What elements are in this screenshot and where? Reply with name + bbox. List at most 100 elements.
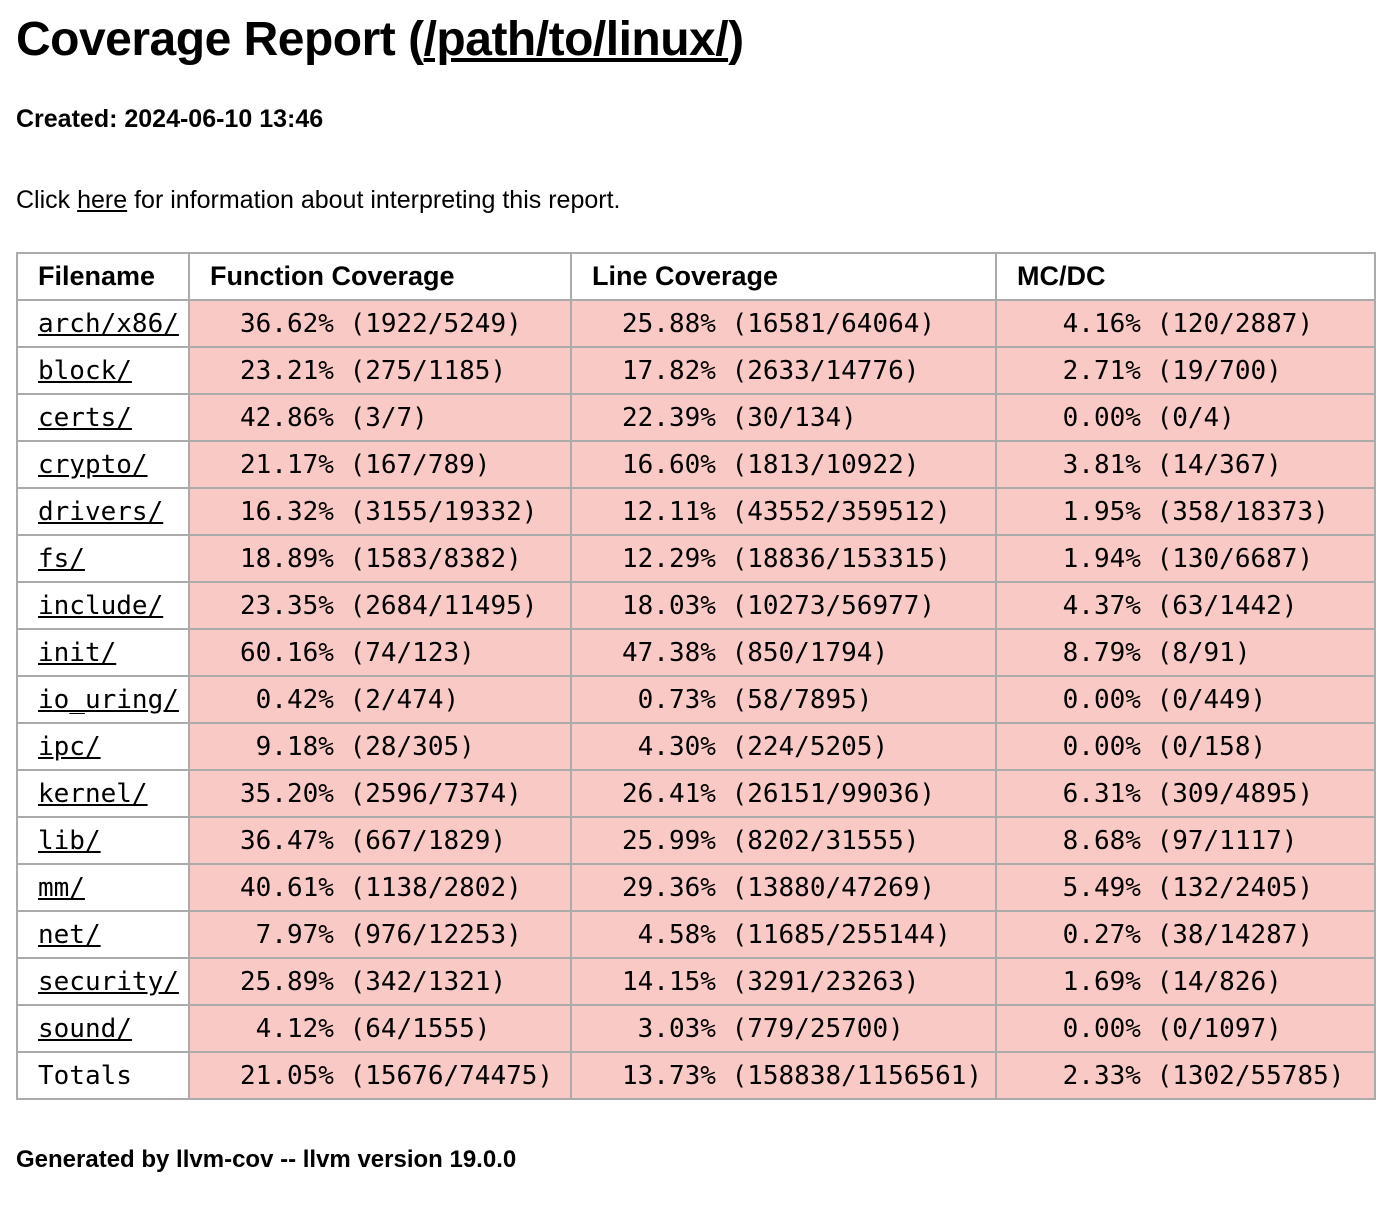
function-coverage-cell: 23.35% (2684/11495) — [188, 581, 572, 631]
line-coverage-cell: 26.41% (26151/99036) — [570, 769, 997, 819]
table-row: mm/ 40.61% (1138/2802) 29.36% (13880/472… — [16, 863, 1376, 913]
line-coverage-cell: 12.11% (43552/359512) — [570, 487, 997, 537]
line-coverage-cell: 4.58% (11685/255144) — [570, 910, 997, 960]
filename-cell: crypto/ — [16, 440, 190, 490]
mcdc-cell: 0.00% (0/158) — [995, 722, 1376, 772]
table-row: include/ 23.35% (2684/11495) 18.03% (102… — [16, 581, 1376, 631]
function-coverage-cell: 35.20% (2596/7374) — [188, 769, 572, 819]
totals-label-cell: Totals — [16, 1051, 190, 1101]
mcdc-cell: 3.81% (14/367) — [995, 440, 1376, 490]
line-coverage-cell: 16.60% (1813/10922) — [570, 440, 997, 490]
line-coverage-cell: 25.88% (16581/64064) — [570, 299, 997, 349]
line-coverage-cell: 14.15% (3291/23263) — [570, 957, 997, 1007]
mcdc-cell: 1.95% (358/18373) — [995, 487, 1376, 537]
line-coverage-cell: 29.36% (13880/47269) — [570, 863, 997, 913]
page-title: Coverage Report (/path/to/linux/) — [16, 12, 1386, 67]
mcdc-cell: 0.00% (0/449) — [995, 675, 1376, 725]
function-coverage-cell: 42.86% (3/7) — [188, 393, 572, 443]
filename-cell: init/ — [16, 628, 190, 678]
function-coverage-cell: 36.62% (1922/5249) — [188, 299, 572, 349]
file-link[interactable]: mm/ — [38, 872, 85, 903]
function-coverage-cell: 21.05% (15676/74475) — [188, 1051, 572, 1101]
filename-cell: arch/x86/ — [16, 299, 190, 349]
table-row: fs/ 18.89% (1583/8382) 12.29% (18836/153… — [16, 534, 1376, 584]
column-header-mcdc: MC/DC — [995, 252, 1376, 302]
line-coverage-cell: 12.29% (18836/153315) — [570, 534, 997, 584]
table-row: io_uring/ 0.42% (2/474) 0.73% (58/7895) … — [16, 675, 1376, 725]
filename-cell: include/ — [16, 581, 190, 631]
filename-cell: net/ — [16, 910, 190, 960]
table-row: ipc/ 9.18% (28/305) 4.30% (224/5205) 0.0… — [16, 722, 1376, 772]
table-row: block/ 23.21% (275/1185) 17.82% (2633/14… — [16, 346, 1376, 396]
line-coverage-cell: 0.73% (58/7895) — [570, 675, 997, 725]
column-header-line-coverage: Line Coverage — [570, 252, 997, 302]
file-link[interactable]: ipc/ — [38, 731, 101, 762]
file-link[interactable]: sound/ — [38, 1013, 132, 1044]
file-link[interactable]: io_uring/ — [38, 684, 179, 715]
mcdc-cell: 4.37% (63/1442) — [995, 581, 1376, 631]
mcdc-cell: 1.69% (14/826) — [995, 957, 1376, 1007]
table-row: drivers/ 16.32% (3155/19332) 12.11% (435… — [16, 487, 1376, 537]
file-link[interactable]: kernel/ — [38, 778, 148, 809]
column-header-filename: Filename — [16, 252, 190, 302]
line-coverage-cell: 47.38% (850/1794) — [570, 628, 997, 678]
column-header-function-coverage: Function Coverage — [188, 252, 572, 302]
table-row: crypto/ 21.17% (167/789) 16.60% (1813/10… — [16, 440, 1376, 490]
info-text-pre: Click — [16, 186, 78, 215]
filename-cell: io_uring/ — [16, 675, 190, 725]
filename-cell: security/ — [16, 957, 190, 1007]
footer-note: Generated by llvm-cov -- llvm version 19… — [16, 1146, 517, 1174]
header-row: Filename Function Coverage Line Coverage… — [16, 252, 1376, 302]
created-timestamp: Created: 2024-06-10 13:46 — [16, 105, 324, 134]
filename-cell: block/ — [16, 346, 190, 396]
table-row: lib/ 36.47% (667/1829) 25.99% (8202/3155… — [16, 816, 1376, 866]
mcdc-cell: 2.71% (19/700) — [995, 346, 1376, 396]
file-link[interactable]: crypto/ — [38, 449, 148, 480]
table-row: certs/ 42.86% (3/7) 22.39% (30/134) 0.00… — [16, 393, 1376, 443]
function-coverage-cell: 40.61% (1138/2802) — [188, 863, 572, 913]
mcdc-cell: 4.16% (120/2887) — [995, 299, 1376, 349]
file-link[interactable]: arch/x86/ — [38, 308, 179, 339]
file-link[interactable]: include/ — [38, 590, 164, 621]
line-coverage-cell: 4.30% (224/5205) — [570, 722, 997, 772]
file-link[interactable]: drivers/ — [38, 496, 164, 527]
info-line: Click here for information about interpr… — [16, 186, 1386, 215]
table-row: security/ 25.89% (342/1321) 14.15% (3291… — [16, 957, 1376, 1007]
filename-cell: fs/ — [16, 534, 190, 584]
mcdc-cell: 0.27% (38/14287) — [995, 910, 1376, 960]
line-coverage-cell: 13.73% (158838/1156561) — [570, 1051, 997, 1101]
coverage-table: Filename Function Coverage Line Coverage… — [16, 252, 1376, 1101]
filename-cell: kernel/ — [16, 769, 190, 819]
function-coverage-cell: 7.97% (976/12253) — [188, 910, 572, 960]
line-coverage-cell: 22.39% (30/134) — [570, 393, 997, 443]
report-root-link[interactable]: /path/to/linux/ — [423, 13, 729, 66]
line-coverage-cell: 25.99% (8202/31555) — [570, 816, 997, 866]
file-link[interactable]: init/ — [38, 637, 117, 668]
function-coverage-cell: 4.12% (64/1555) — [188, 1004, 572, 1054]
file-link[interactable]: net/ — [38, 919, 101, 950]
function-coverage-cell: 21.17% (167/789) — [188, 440, 572, 490]
mcdc-cell: 0.00% (0/4) — [995, 393, 1376, 443]
file-link[interactable]: fs/ — [38, 543, 85, 574]
file-link[interactable]: block/ — [38, 355, 132, 386]
filename-cell: drivers/ — [16, 487, 190, 537]
mcdc-cell: 8.79% (8/91) — [995, 628, 1376, 678]
function-coverage-cell: 18.89% (1583/8382) — [188, 534, 572, 584]
function-coverage-cell: 36.47% (667/1829) — [188, 816, 572, 866]
file-link[interactable]: certs/ — [38, 402, 132, 433]
table-row: net/ 7.97% (976/12253) 4.58% (11685/2551… — [16, 910, 1376, 960]
info-here-link[interactable]: here — [77, 186, 128, 215]
file-link[interactable]: security/ — [38, 966, 179, 997]
page-title-suffix: ) — [728, 13, 744, 66]
page-title-prefix: Coverage Report ( — [16, 13, 424, 66]
table-row: init/ 60.16% (74/123) 47.38% (850/1794) … — [16, 628, 1376, 678]
function-coverage-cell: 23.21% (275/1185) — [188, 346, 572, 396]
line-coverage-cell: 3.03% (779/25700) — [570, 1004, 997, 1054]
filename-cell: sound/ — [16, 1004, 190, 1054]
table-row: arch/x86/ 36.62% (1922/5249) 25.88% (165… — [16, 299, 1376, 349]
mcdc-cell: 5.49% (132/2405) — [995, 863, 1376, 913]
file-link[interactable]: lib/ — [38, 825, 101, 856]
filename-cell: lib/ — [16, 816, 190, 866]
mcdc-cell: 1.94% (130/6687) — [995, 534, 1376, 584]
totals-row: Totals 21.05% (15676/74475) 13.73% (1588… — [16, 1051, 1376, 1101]
